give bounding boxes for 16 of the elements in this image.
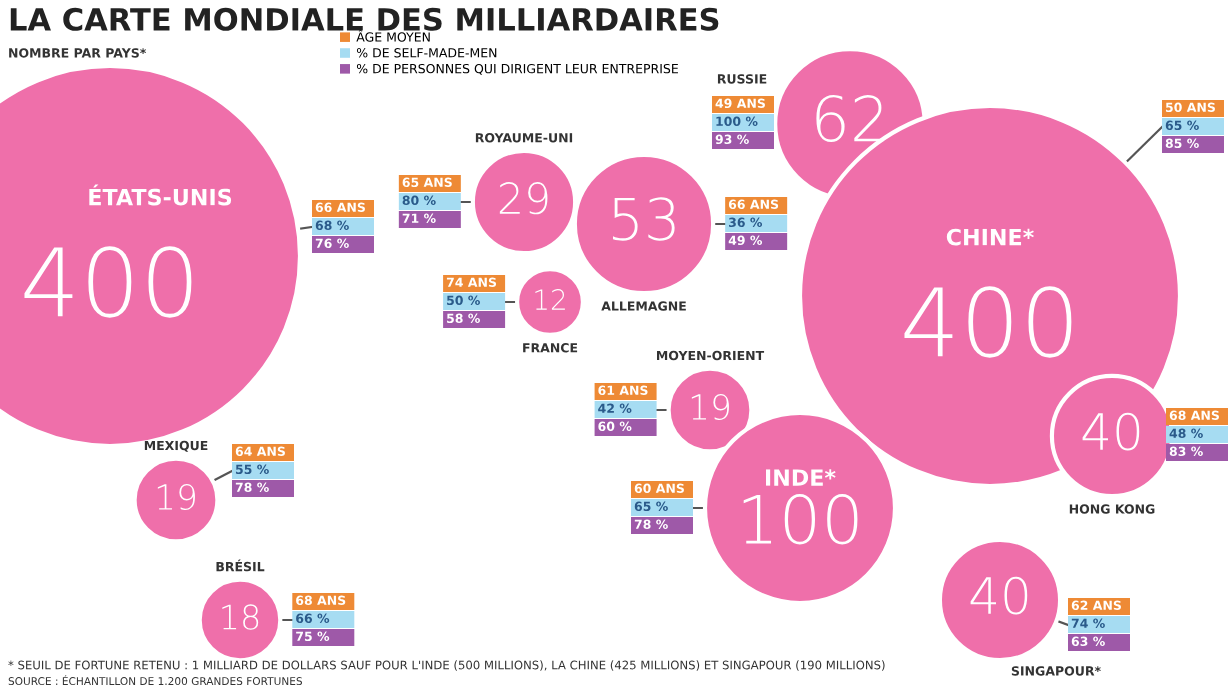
data-label: 53 — [613, 197, 675, 241]
data-label: 19 — [691, 393, 729, 421]
category-label: INDE* — [765, 469, 836, 486]
category-label: CHINE* — [946, 228, 1034, 246]
data-label: 400 — [904, 286, 1072, 358]
data-label: 29 — [499, 182, 548, 215]
category-label: ÉTATS-UNIS — [89, 184, 232, 206]
data-label: 40 — [970, 576, 1028, 615]
data-label: 400 — [24, 246, 192, 318]
data-label: 18 — [222, 604, 259, 630]
data-label: 19 — [157, 483, 195, 511]
data-label: 12 — [535, 289, 565, 310]
data-label: 62 — [816, 94, 884, 143]
data-label: 100 — [743, 494, 858, 545]
text: LA CARTE MONDIALE DES MILLIARDAIRES — [10, 7, 719, 31]
data-label: 40 — [1082, 412, 1140, 451]
